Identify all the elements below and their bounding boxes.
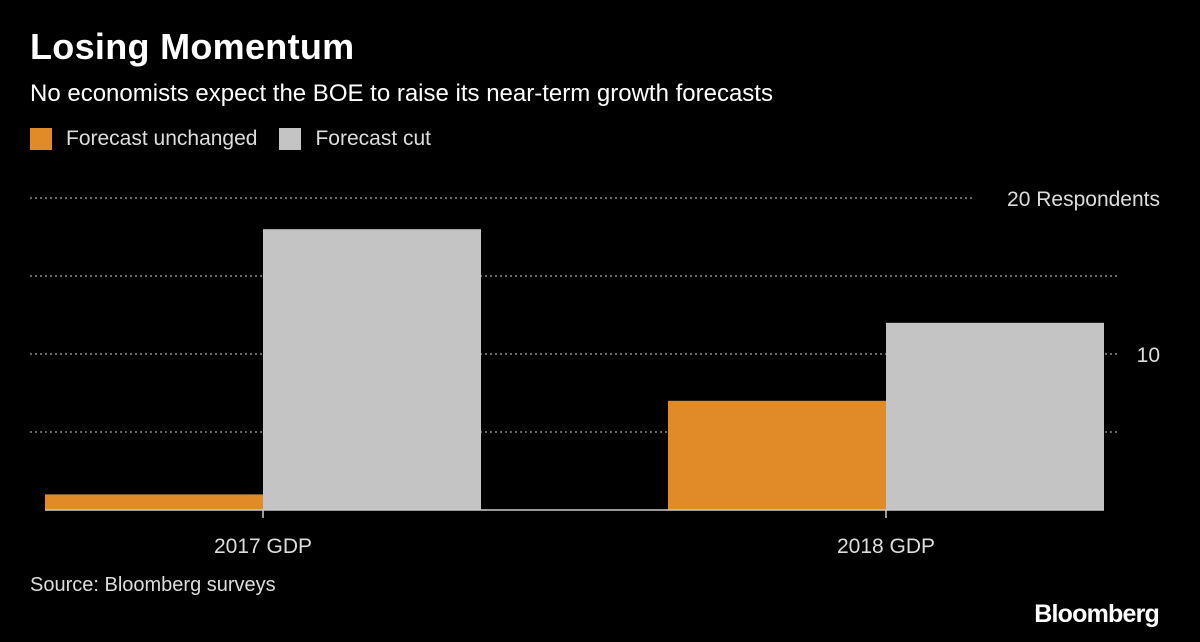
legend-label-forecast-cut: Forecast cut	[315, 127, 432, 150]
x-tick-label: 2018 GDP	[837, 535, 935, 558]
legend-swatch-forecast-unchanged	[30, 128, 52, 150]
bloomberg-logo: Bloomberg	[1034, 600, 1160, 628]
bar-forecast-unchanged-0	[45, 494, 263, 510]
legend: Forecast unchanged Forecast cut	[30, 127, 453, 151]
legend-swatch-forecast-cut	[279, 128, 302, 150]
bar-forecast-unchanged-1	[668, 400, 886, 510]
chart-subtitle: No economists expect the BOE to raise it…	[30, 80, 773, 107]
legend-item-forecast-unchanged: Forecast unchanged	[30, 127, 257, 151]
y-tick-label: 10	[1137, 344, 1160, 367]
legend-label-forecast-unchanged: Forecast unchanged	[66, 127, 258, 150]
bar-forecast-cut-1	[886, 322, 1104, 510]
legend-item-forecast-cut: Forecast cut	[279, 127, 431, 151]
x-tick-label: 2017 GDP	[214, 535, 312, 558]
source-note: Source: Bloomberg surveys	[30, 574, 276, 596]
axes: 10 20 Respondents 2017 GDP 2018 GDP	[45, 188, 1160, 558]
chart-title: Losing Momentum	[30, 26, 355, 67]
grid-lines	[30, 197, 1120, 433]
y-tick-label: 20 Respondents	[1007, 188, 1160, 211]
bars	[45, 229, 1104, 510]
bar-forecast-cut-0	[263, 229, 481, 510]
